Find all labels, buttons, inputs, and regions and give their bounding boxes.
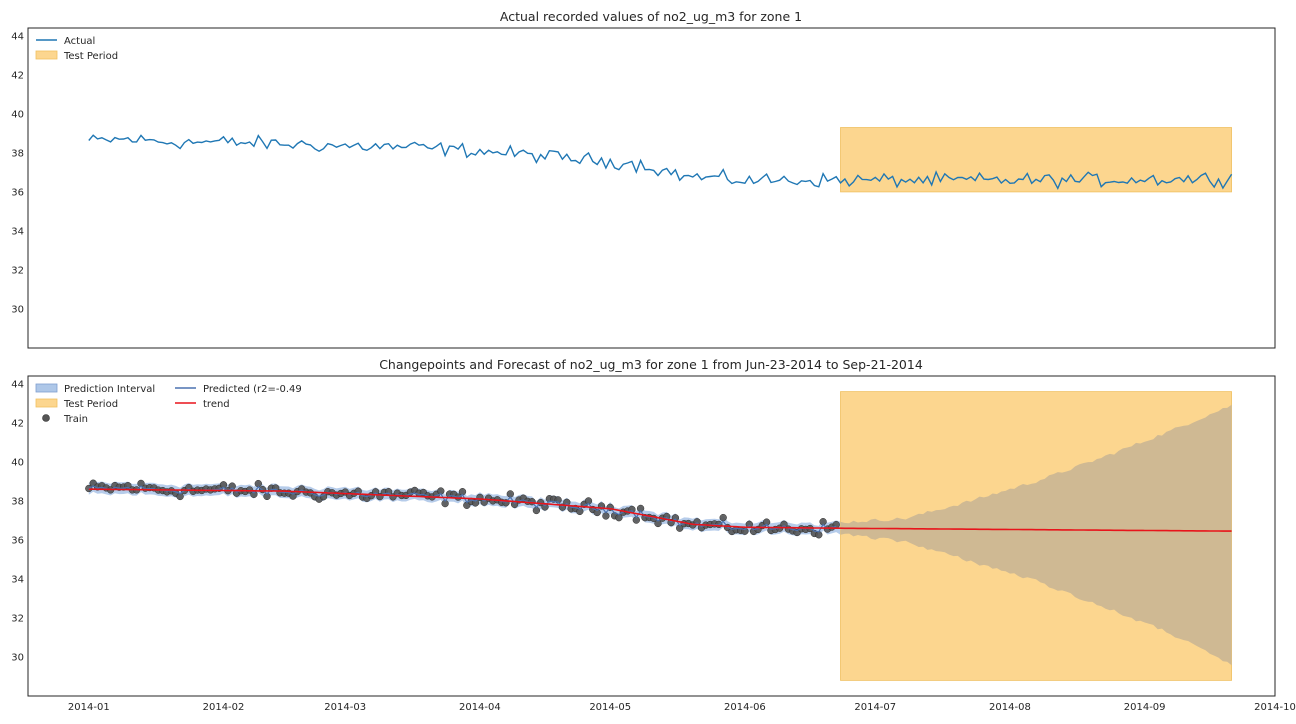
bottom-y-tick-label: 44 xyxy=(11,379,24,390)
bottom-y-tick-label: 30 xyxy=(11,652,24,663)
top-y-tick-label: 34 xyxy=(11,226,24,237)
train-point xyxy=(532,506,541,515)
x-tick-label: 2014-07 xyxy=(854,702,896,713)
bottom-y-tick-label: 36 xyxy=(11,535,24,546)
legend-train-label: Train xyxy=(63,414,88,425)
legend-test-period-label: Test Period xyxy=(63,399,118,410)
legend-train-swatch xyxy=(42,414,50,422)
legend-prediction-interval-label: Prediction Interval xyxy=(64,384,155,395)
legend-actual-label: Actual xyxy=(64,36,95,47)
train-point xyxy=(506,490,514,498)
bottom-y-tick-label: 42 xyxy=(11,418,24,429)
train-point xyxy=(615,514,623,522)
x-tick-label: 2014-06 xyxy=(724,702,766,713)
bottom-y-tick-label: 34 xyxy=(11,574,24,585)
top-y-tick-label: 40 xyxy=(11,109,24,120)
legend-test-period-label: Test Period xyxy=(63,51,118,62)
bottom-y-tick-label: 40 xyxy=(11,457,24,468)
bottom-train-points xyxy=(85,479,840,539)
x-tick-label: 2014-02 xyxy=(203,702,245,713)
train-point xyxy=(762,518,771,526)
legend-test-period-swatch xyxy=(35,398,58,408)
actual-series-line xyxy=(88,134,1233,191)
top-y-tick-label: 32 xyxy=(11,265,24,276)
train-point xyxy=(254,479,262,488)
bottom-y-tick-label: 32 xyxy=(11,613,24,624)
train-point xyxy=(263,492,271,501)
bottom-legend: Prediction Interval Test Period Train Pr… xyxy=(35,383,302,425)
train-point xyxy=(719,513,727,522)
top-plot-frame xyxy=(27,27,1276,349)
top-series-layer xyxy=(88,134,1233,191)
x-tick-label: 2014-03 xyxy=(324,702,366,713)
train-point xyxy=(289,492,297,500)
bottom-plot-frame xyxy=(27,375,1276,697)
top-y-tick-label: 44 xyxy=(11,31,24,42)
legend-predicted-label: Predicted (r2=-0.49 xyxy=(203,384,302,395)
bottom-interval-overlap xyxy=(840,404,1232,666)
top-test-period xyxy=(840,127,1232,193)
x-tick-label: 2014-01 xyxy=(68,702,110,713)
x-tick-label: 2014-04 xyxy=(459,702,501,713)
forecast-interval-overlap xyxy=(840,404,1232,666)
top-y-tick-label: 36 xyxy=(11,187,24,198)
top-y-tick-label: 42 xyxy=(11,70,24,81)
train-point xyxy=(228,482,236,490)
bottom-lines-layer xyxy=(88,485,1232,533)
x-tick-label: 2014-09 xyxy=(1124,702,1166,713)
bottom-chart-title: Changepoints and Forecast of no2_ug_m3 f… xyxy=(379,357,923,372)
bottom-panel: Changepoints and Forecast of no2_ug_m3 f… xyxy=(11,357,1296,713)
bottom-x-axis: 2014-01 2014-02 2014-03 2014-04 2014-05 2014-… xyxy=(68,702,1296,713)
x-tick-label: 2014-10 xyxy=(1254,702,1296,713)
legend-trend-label: trend xyxy=(203,399,230,410)
train-point xyxy=(219,481,228,489)
x-tick-label: 2014-05 xyxy=(589,702,631,713)
trend-series-line xyxy=(88,488,1232,532)
top-y-axis: 30 32 34 36 38 40 42 44 xyxy=(11,31,24,315)
top-y-tick-label: 30 xyxy=(11,304,24,315)
top-legend: Actual Test Period xyxy=(35,36,118,62)
train-point xyxy=(815,531,823,539)
legend-test-period-swatch xyxy=(35,50,58,60)
x-tick-label: 2014-08 xyxy=(989,702,1031,713)
bottom-y-tick-label: 38 xyxy=(11,496,24,507)
train-point xyxy=(593,508,601,517)
top-y-tick-label: 38 xyxy=(11,148,24,159)
train-point xyxy=(602,512,610,520)
top-test-period-band xyxy=(840,127,1232,193)
train-point xyxy=(654,519,662,528)
legend-prediction-interval-swatch xyxy=(35,383,58,393)
top-chart-title: Actual recorded values of no2_ug_m3 for … xyxy=(500,9,802,24)
top-panel: Actual recorded values of no2_ug_m3 for … xyxy=(11,9,1276,349)
train-point xyxy=(576,507,584,516)
bottom-y-axis: 30 32 34 36 38 40 42 44 xyxy=(11,379,24,663)
